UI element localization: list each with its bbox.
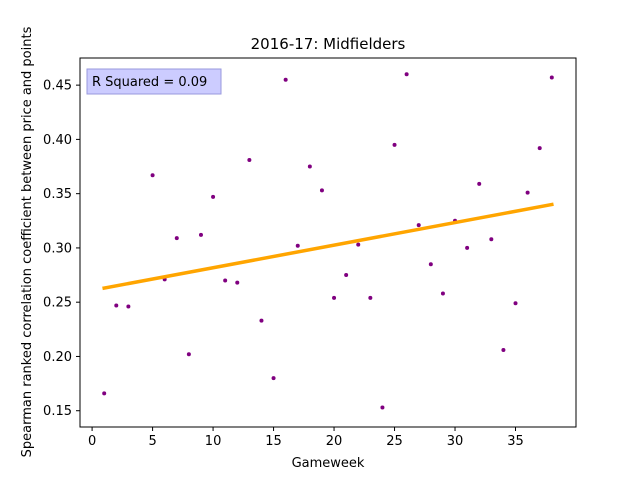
x-axis-label: Gameweek: [292, 456, 365, 471]
x-tick-label: 5: [148, 434, 156, 449]
y-axis-label: Spearman ranked correlation coefficient …: [20, 26, 35, 457]
data-point: [283, 77, 288, 82]
trend-line: [102, 202, 554, 291]
data-point: [368, 295, 373, 300]
data-point: [150, 173, 155, 178]
data-point: [428, 262, 433, 267]
data-point: [211, 194, 216, 199]
data-point: [549, 75, 554, 80]
r-squared-annotation: R Squared = 0.09: [92, 75, 207, 90]
data-point: [501, 347, 506, 352]
y-axis-ticks: 0.15 0.20 0.25 0.30 0.35 0.40 0.45: [43, 79, 80, 419]
data-points: [102, 72, 554, 410]
data-point: [259, 318, 264, 323]
y-tick-label: 0.35: [43, 187, 72, 202]
data-point: [356, 242, 361, 247]
y-tick-label: 0.40: [43, 133, 72, 148]
data-point: [440, 291, 445, 296]
data-point: [102, 391, 107, 396]
data-point: [271, 376, 276, 381]
data-point: [307, 164, 312, 169]
r-squared-box: [86, 68, 222, 95]
data-point: [319, 188, 324, 193]
data-point: [525, 190, 530, 195]
data-point: [174, 236, 179, 241]
x-axis-ticks: 0 5 10 15 20 25 30 35: [88, 427, 524, 449]
y-tick-label: 0.45: [43, 79, 72, 94]
y-tick-label: 0.25: [43, 296, 72, 311]
data-point: [235, 280, 240, 285]
data-point: [404, 72, 409, 77]
x-tick-label: 10: [205, 434, 222, 449]
chart-title: 2016-17: Midfielders: [251, 35, 406, 53]
data-point: [465, 245, 470, 250]
data-point: [416, 223, 421, 228]
y-tick-label: 0.20: [43, 350, 72, 365]
data-point: [489, 237, 494, 242]
data-point: [537, 146, 542, 151]
data-point: [186, 352, 191, 357]
x-tick-label: 35: [507, 434, 524, 449]
data-point: [126, 304, 131, 309]
data-point: [198, 232, 203, 237]
data-point: [114, 303, 119, 308]
data-point: [295, 243, 300, 248]
x-tick-label: 25: [386, 434, 403, 449]
x-tick-label: 0: [88, 434, 96, 449]
y-tick-label: 0.15: [43, 404, 72, 419]
data-point: [332, 295, 337, 300]
data-point: [392, 142, 397, 147]
y-tick-label: 0.30: [43, 241, 72, 256]
x-tick-label: 20: [326, 434, 343, 449]
data-point: [477, 181, 482, 186]
data-point: [513, 301, 518, 306]
plot-area-frame: [79, 57, 577, 428]
data-point: [223, 278, 228, 283]
data-point: [380, 405, 385, 410]
data-point: [344, 273, 349, 278]
data-point: [247, 158, 252, 163]
x-tick-label: 30: [447, 434, 464, 449]
x-tick-label: 15: [265, 434, 282, 449]
